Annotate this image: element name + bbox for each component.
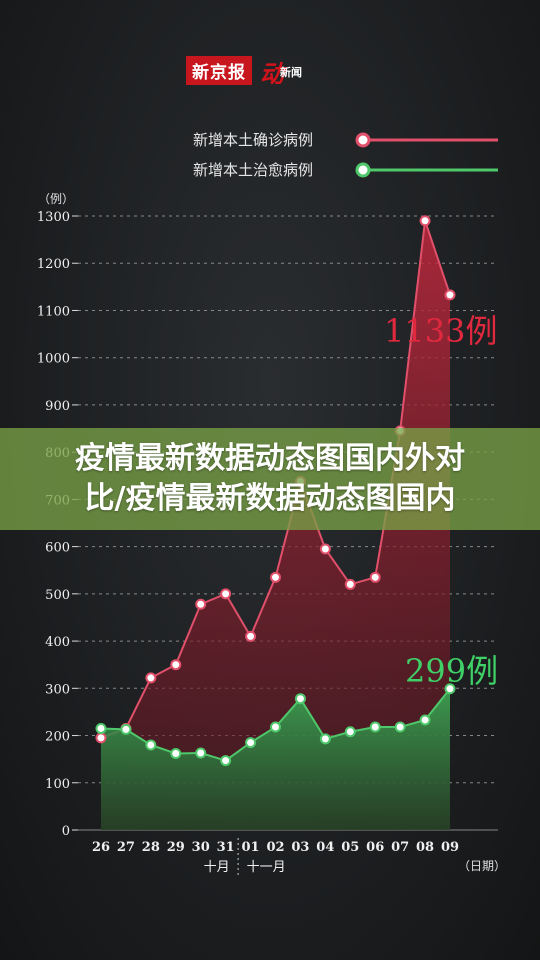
x-tick-label: 09	[441, 840, 459, 855]
point-confirmed	[319, 543, 331, 555]
point-confirmed	[195, 598, 207, 610]
legend-marker-cured	[355, 162, 371, 178]
y-axis-unit-label: （例）	[38, 192, 74, 206]
x-tick-label: 06	[366, 840, 384, 855]
x-tick-label: 07	[391, 840, 409, 855]
x-tick-label: 29	[167, 840, 185, 855]
point-confirmed	[369, 571, 381, 583]
y-tick-label: 300	[45, 682, 70, 697]
y-tick-label: 400	[45, 635, 70, 650]
x-tick-label: 27	[117, 840, 135, 855]
y-tick-label: 200	[45, 730, 70, 745]
area-cured	[101, 688, 450, 830]
point-cured	[294, 693, 306, 705]
y-tick-label: 500	[45, 588, 70, 603]
point-confirmed	[344, 578, 356, 590]
point-cured	[120, 723, 132, 735]
x-tick-label: 05	[341, 840, 359, 855]
annotation-cured-latest: 299例	[405, 652, 498, 690]
legend-marker-confirmed	[355, 132, 371, 148]
y-tick-label: 900	[45, 399, 70, 414]
y-tick-label: 0	[62, 824, 70, 839]
point-cured	[369, 721, 381, 733]
x-tick-label: 31	[217, 840, 235, 855]
y-tick-label: 600	[45, 541, 70, 556]
point-confirmed	[145, 672, 157, 684]
logo-xinwen-text: 新闻	[280, 65, 302, 79]
point-cured	[394, 721, 406, 733]
point-confirmed	[419, 215, 431, 227]
y-tick-label: 1000	[37, 352, 70, 367]
point-cured	[319, 733, 331, 745]
x-axis-unit-label: （日期）	[458, 859, 506, 873]
area-confirmed	[101, 220, 450, 830]
legend-label-cured: 新增本土治愈病例	[193, 161, 313, 179]
x-tick-label: 04	[316, 840, 334, 855]
y-tick-label: 1300	[37, 210, 70, 225]
title-banner: 疫情最新数据动态图国内外对 比/疫情最新数据动态图国内	[0, 428, 540, 530]
y-tick-label: 1200	[37, 257, 70, 272]
x-tick-label: 03	[291, 840, 309, 855]
legend-label-confirmed: 新增本土确诊病例	[193, 131, 313, 149]
x-tick-label: 26	[92, 840, 110, 855]
legend: 新增本土确诊病例 新增本土治愈病例	[193, 131, 498, 179]
x-axis-ticks: 26 27 28 29 30 31 01 02 03 04 05 06 07 08 09 十月 十一月	[92, 838, 459, 876]
brand-logo: 新京报 动 新闻	[186, 56, 308, 88]
point-cured	[170, 747, 182, 759]
point-cured	[145, 739, 157, 751]
y-tick-label: 100	[45, 777, 70, 792]
x-tick-label: 01	[242, 840, 260, 855]
x-tick-label: 02	[266, 840, 284, 855]
month-label: 十一月	[247, 860, 286, 875]
point-confirmed	[220, 588, 232, 600]
annotation-confirmed-latest: 1133例	[384, 312, 497, 350]
point-confirmed	[245, 630, 257, 642]
logo-xinjingbao: 新京报	[186, 56, 252, 85]
point-confirmed	[95, 732, 107, 744]
y-tick-label: 1100	[37, 304, 70, 319]
point-cured	[245, 737, 257, 749]
series-points	[95, 215, 456, 767]
point-cured	[220, 755, 232, 767]
point-cured	[419, 714, 431, 726]
point-cured	[344, 726, 356, 738]
point-cured	[195, 747, 207, 759]
point-confirmed	[170, 659, 182, 671]
point-cured	[444, 683, 456, 695]
banner-line-1: 疫情最新数据动态图国内外对	[75, 441, 465, 476]
point-confirmed	[444, 289, 456, 301]
logo-dong-glyph: 动	[260, 58, 284, 88]
point-cured	[270, 721, 281, 733]
point-cured	[95, 722, 107, 734]
logo-dong-news: 动 新闻	[260, 58, 308, 88]
x-tick-label: 30	[192, 840, 210, 855]
point-confirmed	[270, 571, 281, 583]
x-tick-label: 08	[416, 840, 434, 855]
x-tick-label: 28	[142, 840, 160, 855]
banner-line-2: 比/疫情最新数据动态图国内	[84, 481, 456, 516]
month-label: 十月	[204, 860, 230, 875]
